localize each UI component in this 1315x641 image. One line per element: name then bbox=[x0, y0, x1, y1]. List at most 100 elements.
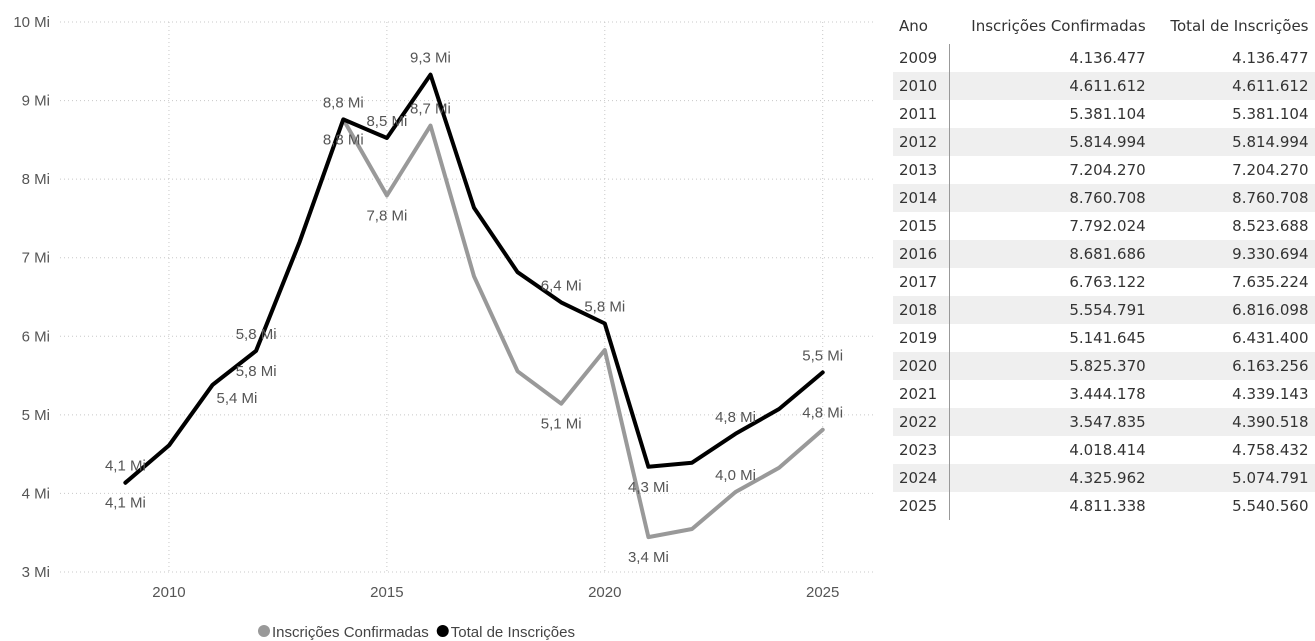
cell-ano: 2014 bbox=[893, 184, 950, 212]
cell-total-de-inscricoes: 6.816.098 bbox=[1151, 296, 1315, 324]
legend-marker-icon bbox=[436, 625, 449, 637]
data-table: Ano Inscrições Confirmadas Total de Insc… bbox=[893, 8, 1315, 520]
header-inscricoes-confirmadas[interactable]: Inscrições Confirmadas bbox=[971, 17, 1146, 35]
cell-ano: 2022 bbox=[893, 408, 950, 436]
table-row: 2016 8.681.686 9.330.694 bbox=[893, 240, 1315, 268]
data-label: 4,3 Mi bbox=[628, 479, 669, 496]
table-row: 2014 8.760.708 8.760.708 bbox=[893, 184, 1315, 212]
table-row: 2013 7.204.270 7.204.270 bbox=[893, 156, 1315, 184]
cell-ano: 2009 bbox=[893, 44, 950, 72]
cell-inscricoes-confirmadas: 5.141.645 bbox=[1069, 329, 1146, 347]
table-row: 2018 5.554.791 6.816.098 bbox=[893, 296, 1315, 324]
x-tick-label: 2020 bbox=[588, 584, 621, 601]
data-label: 6,4 Mi bbox=[541, 277, 582, 294]
y-axis: 3 Mi 4 Mi 5 Mi 6 Mi 7 Mi 8 Mi 9 Mi 10 Mi bbox=[13, 14, 50, 581]
table-row: 2012 5.814.994 5.814.994 bbox=[893, 128, 1315, 156]
cell-inscricoes-confirmadas: 4.325.962 bbox=[949, 464, 1152, 492]
cell-inscricoes-confirmadas: 5.825.370 bbox=[949, 352, 1152, 380]
data-label: 5,4 Mi bbox=[217, 390, 258, 407]
cell-ano: 2019 bbox=[893, 324, 950, 352]
cell-ano: 2023 bbox=[893, 436, 950, 464]
y-tick-label: 5 Mi bbox=[22, 407, 50, 424]
legend-item[interactable]: Inscrições Confirmadas bbox=[258, 624, 429, 641]
legend-marker-icon bbox=[258, 625, 270, 637]
data-label: 4,8 Mi bbox=[715, 409, 756, 426]
cell-total-de-inscricoes: 5.074.791 bbox=[1151, 464, 1315, 492]
cell-total-de-inscricoes: 6.163.256 bbox=[1151, 352, 1315, 380]
legend-label: Inscrições Confirmadas bbox=[272, 624, 429, 641]
data-label: 5,8 Mi bbox=[236, 326, 277, 343]
series-lines bbox=[123, 72, 825, 540]
cell-ano: 2018 bbox=[893, 296, 950, 324]
table-row: 2019 5.141.645 6.431.400 bbox=[893, 324, 1315, 352]
cell-inscricoes-confirmadas: 8.760.708 bbox=[949, 184, 1152, 212]
y-tick-label: 9 Mi bbox=[22, 93, 50, 110]
data-table-container: Ano Inscrições Confirmadas Total de Insc… bbox=[893, 8, 1315, 520]
cell-ano: 2011 bbox=[893, 100, 950, 128]
cell-inscricoes-confirmadas: 4.811.338 bbox=[1069, 497, 1146, 515]
table-row: 2010 4.611.612 4.611.612 bbox=[893, 72, 1315, 100]
table-row: 2022 3.547.835 4.390.518 bbox=[893, 408, 1315, 436]
cell-inscricoes-confirmadas: 7.204.270 bbox=[1069, 161, 1146, 179]
cell-inscricoes-confirmadas: 4.611.612 bbox=[949, 72, 1152, 100]
table-row: 2023 4.018.414 4.758.432 bbox=[893, 436, 1315, 464]
cell-ano: 2024 bbox=[893, 464, 950, 492]
cell-inscricoes-confirmadas: 4.018.414 bbox=[1069, 441, 1146, 459]
data-label: 7,8 Mi bbox=[366, 207, 407, 224]
header-total-de-inscricoes[interactable]: Total de Inscrições bbox=[1170, 17, 1309, 35]
legend-item[interactable]: Total de Inscrições bbox=[436, 624, 575, 641]
cell-total-de-inscricoes: 7.635.224 bbox=[1232, 273, 1309, 291]
data-label: 3,4 Mi bbox=[628, 549, 669, 566]
cell-ano: 2020 bbox=[893, 352, 950, 380]
cell-total-de-inscricoes: 5.540.560 bbox=[1232, 497, 1309, 515]
cell-total-de-inscricoes: 5.814.994 bbox=[1151, 128, 1315, 156]
cell-ano: 2017 bbox=[893, 268, 950, 296]
table-row: 2024 4.325.962 5.074.791 bbox=[893, 464, 1315, 492]
y-tick-label: 3 Mi bbox=[22, 564, 50, 581]
data-label: 5,8 Mi bbox=[584, 298, 625, 315]
data-labels: 4,1 Mi 4,1 Mi 5,4 Mi 5,8 Mi 5,8 Mi 8,8 Mi 8,8 … bbox=[105, 50, 843, 567]
table-row: 2017 6.763.122 7.635.224 bbox=[893, 268, 1315, 296]
data-label: 4,8 Mi bbox=[802, 405, 843, 422]
cell-inscricoes-confirmadas: 7.792.024 bbox=[1069, 217, 1146, 235]
y-tick-label: 4 Mi bbox=[22, 485, 50, 502]
cell-ano: 2021 bbox=[893, 380, 950, 408]
cell-inscricoes-confirmadas: 4.136.477 bbox=[1069, 49, 1146, 67]
cell-total-de-inscricoes: 6.431.400 bbox=[1232, 329, 1309, 347]
cell-ano: 2012 bbox=[893, 128, 950, 156]
x-tick-label: 2010 bbox=[152, 584, 185, 601]
y-tick-label: 6 Mi bbox=[22, 328, 50, 345]
table-row: 2009 4.136.477 4.136.477 bbox=[893, 44, 1315, 72]
cell-inscricoes-confirmadas: 5.814.994 bbox=[949, 128, 1152, 156]
x-tick-label: 2015 bbox=[370, 584, 403, 601]
cell-inscricoes-confirmadas: 3.444.178 bbox=[1069, 385, 1146, 403]
cell-ano: 2016 bbox=[893, 240, 950, 268]
data-label: 8,8 Mi bbox=[323, 94, 364, 111]
cell-total-de-inscricoes: 4.758.432 bbox=[1232, 441, 1309, 459]
cell-total-de-inscricoes: 8.523.688 bbox=[1232, 217, 1309, 235]
data-label: 4,1 Mi bbox=[105, 495, 146, 512]
cell-total-de-inscricoes: 5.381.104 bbox=[1232, 105, 1309, 123]
data-label: 5,8 Mi bbox=[236, 363, 277, 380]
cell-inscricoes-confirmadas: 3.547.835 bbox=[949, 408, 1152, 436]
table-row: 2021 3.444.178 4.339.143 bbox=[893, 380, 1315, 408]
table-row: 2011 5.381.104 5.381.104 bbox=[893, 100, 1315, 128]
header-ano[interactable]: Ano bbox=[899, 17, 928, 35]
cell-total-de-inscricoes: 8.760.708 bbox=[1151, 184, 1315, 212]
cell-total-de-inscricoes: 4.390.518 bbox=[1151, 408, 1315, 436]
legend[interactable]: Inscrições Confirmadas Total de Inscriçõe… bbox=[258, 624, 575, 641]
data-label: 4,1 Mi bbox=[105, 458, 146, 475]
x-axis: 2010 2015 2020 2025 bbox=[152, 584, 839, 601]
table-row: 2020 5.825.370 6.163.256 bbox=[893, 352, 1315, 380]
series-line-1[interactable] bbox=[123, 72, 825, 485]
cell-ano: 2010 bbox=[893, 72, 950, 100]
x-tick-label: 2025 bbox=[806, 584, 839, 601]
legend-label: Total de Inscrições bbox=[451, 624, 575, 641]
data-label: 8,7 Mi bbox=[410, 101, 451, 118]
cell-total-de-inscricoes: 9.330.694 bbox=[1151, 240, 1315, 268]
cell-total-de-inscricoes: 7.204.270 bbox=[1232, 161, 1309, 179]
y-tick-label: 10 Mi bbox=[13, 14, 50, 31]
cell-ano: 2013 bbox=[893, 156, 950, 184]
cell-inscricoes-confirmadas: 6.763.122 bbox=[1069, 273, 1146, 291]
